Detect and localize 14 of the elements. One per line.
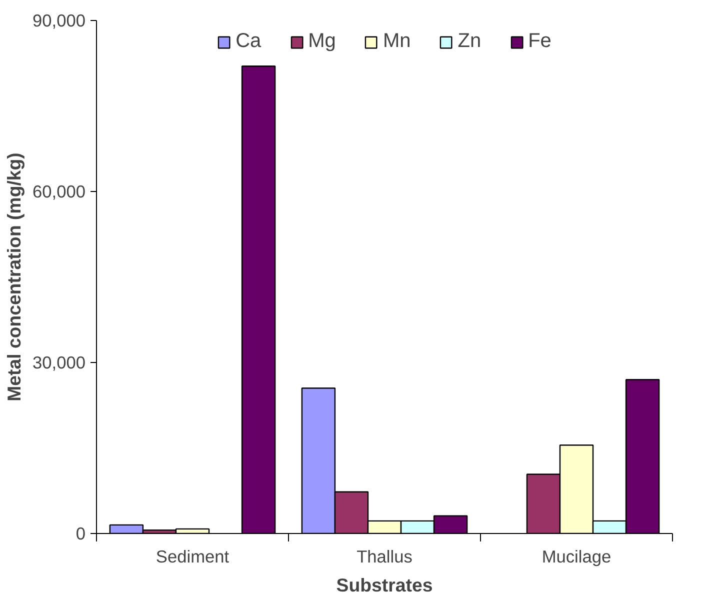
y-tick-label: 0 bbox=[76, 524, 86, 544]
x-tick-label: Sediment bbox=[156, 546, 230, 566]
y-tick-label: 30,000 bbox=[32, 352, 86, 372]
y-tick-label: 60,000 bbox=[32, 182, 86, 202]
x-tick-label: Mucilage bbox=[542, 546, 612, 566]
legend-label: Ca bbox=[236, 30, 262, 53]
legend-label: Mn bbox=[382, 30, 411, 53]
legend-label: Mg bbox=[308, 30, 336, 53]
y-tick-label: 90,000 bbox=[32, 10, 86, 30]
legend-label: Fe bbox=[528, 30, 552, 53]
x-axis-title: Substrates bbox=[336, 574, 433, 596]
x-tick-label: Thallus bbox=[356, 546, 413, 566]
legend-label: Zn bbox=[458, 30, 482, 53]
y-axis-title: Metal concentration (mg/kg) bbox=[4, 152, 24, 402]
